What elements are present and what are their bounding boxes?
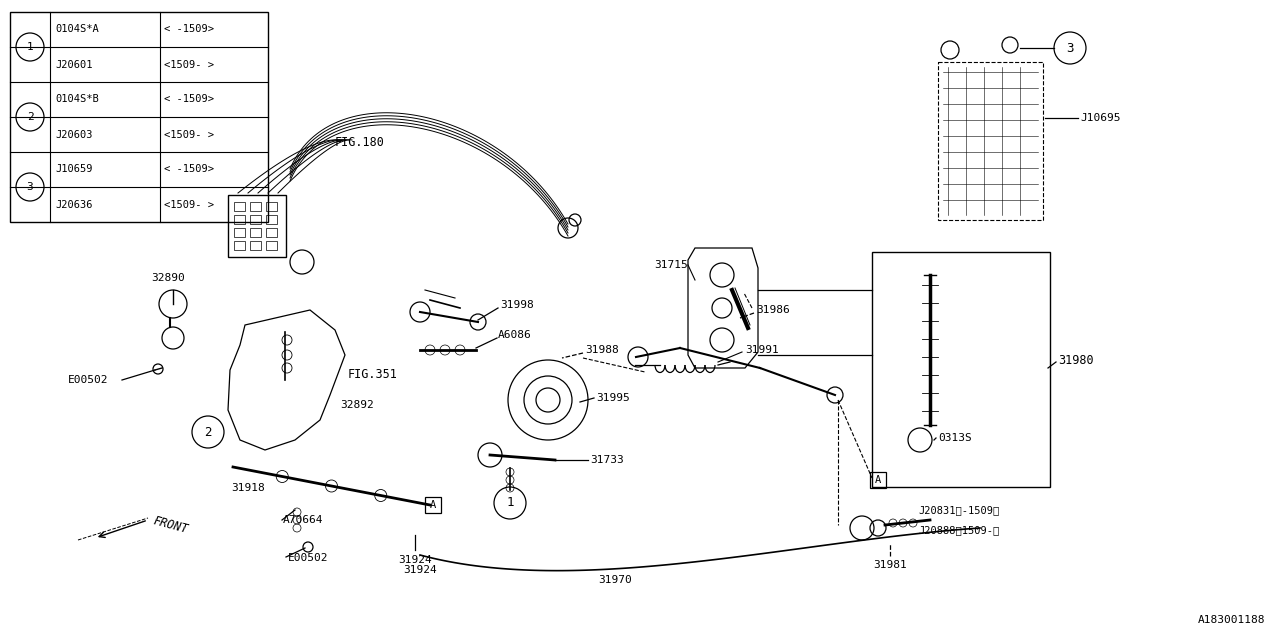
Text: J20831〈-1509〉: J20831〈-1509〉 <box>918 505 1000 515</box>
Text: FIG.351: FIG.351 <box>348 369 398 381</box>
Bar <box>425 497 442 513</box>
Text: 3: 3 <box>1066 42 1074 54</box>
Bar <box>250 228 261 237</box>
Text: 31924: 31924 <box>398 555 431 565</box>
Text: J20888〈1509-〉: J20888〈1509-〉 <box>918 525 1000 535</box>
Bar <box>10 12 268 222</box>
Text: FRONT: FRONT <box>152 514 189 536</box>
Bar <box>234 215 244 224</box>
Text: J20601: J20601 <box>55 60 92 70</box>
Text: 1: 1 <box>27 42 33 52</box>
Text: <1509- >: <1509- > <box>164 60 214 70</box>
Bar <box>266 215 276 224</box>
Text: < -1509>: < -1509> <box>164 95 214 104</box>
Text: 32890: 32890 <box>151 273 184 283</box>
Bar <box>234 241 244 250</box>
Text: J10659: J10659 <box>55 164 92 175</box>
Bar <box>266 241 276 250</box>
Text: 31918: 31918 <box>232 483 265 493</box>
Text: 3: 3 <box>27 182 33 192</box>
Bar <box>869 472 886 488</box>
Text: A6086: A6086 <box>498 330 531 340</box>
Text: A: A <box>874 475 881 485</box>
Text: J20636: J20636 <box>55 200 92 209</box>
Text: 31733: 31733 <box>590 455 623 465</box>
Text: 31980: 31980 <box>1059 353 1093 367</box>
Text: A: A <box>430 500 436 510</box>
Text: E00502: E00502 <box>288 553 329 563</box>
Text: 31715: 31715 <box>654 260 689 270</box>
Text: 1: 1 <box>507 497 513 509</box>
Text: A183001188: A183001188 <box>1198 615 1265 625</box>
Text: 0104S*B: 0104S*B <box>55 95 99 104</box>
Bar <box>250 202 261 211</box>
Text: 31981: 31981 <box>873 560 906 570</box>
Text: A70664: A70664 <box>283 515 324 525</box>
Text: 31924: 31924 <box>403 565 436 575</box>
Text: 31998: 31998 <box>500 300 534 310</box>
Bar <box>266 202 276 211</box>
Text: 31995: 31995 <box>596 393 630 403</box>
Text: E00502: E00502 <box>68 375 109 385</box>
Bar <box>250 215 261 224</box>
Text: 32892: 32892 <box>340 400 374 410</box>
Text: 2: 2 <box>27 112 33 122</box>
Text: < -1509>: < -1509> <box>164 164 214 175</box>
Bar <box>938 62 1043 220</box>
Text: J20603: J20603 <box>55 129 92 140</box>
Text: 0104S*A: 0104S*A <box>55 24 99 35</box>
Bar <box>228 195 285 257</box>
Text: <1509- >: <1509- > <box>164 129 214 140</box>
Bar <box>250 241 261 250</box>
Text: J10695: J10695 <box>1080 113 1120 123</box>
Text: 31988: 31988 <box>585 345 618 355</box>
Text: FIG.180: FIG.180 <box>335 136 385 148</box>
Bar <box>234 202 244 211</box>
Text: <1509- >: <1509- > <box>164 200 214 209</box>
Bar <box>234 228 244 237</box>
Text: < -1509>: < -1509> <box>164 24 214 35</box>
Text: 31986: 31986 <box>756 305 790 315</box>
Text: 0313S: 0313S <box>938 433 972 443</box>
Bar <box>872 252 1050 487</box>
Text: 31970: 31970 <box>598 575 632 585</box>
Text: 31991: 31991 <box>745 345 778 355</box>
Text: 2: 2 <box>205 426 211 438</box>
Bar <box>266 228 276 237</box>
